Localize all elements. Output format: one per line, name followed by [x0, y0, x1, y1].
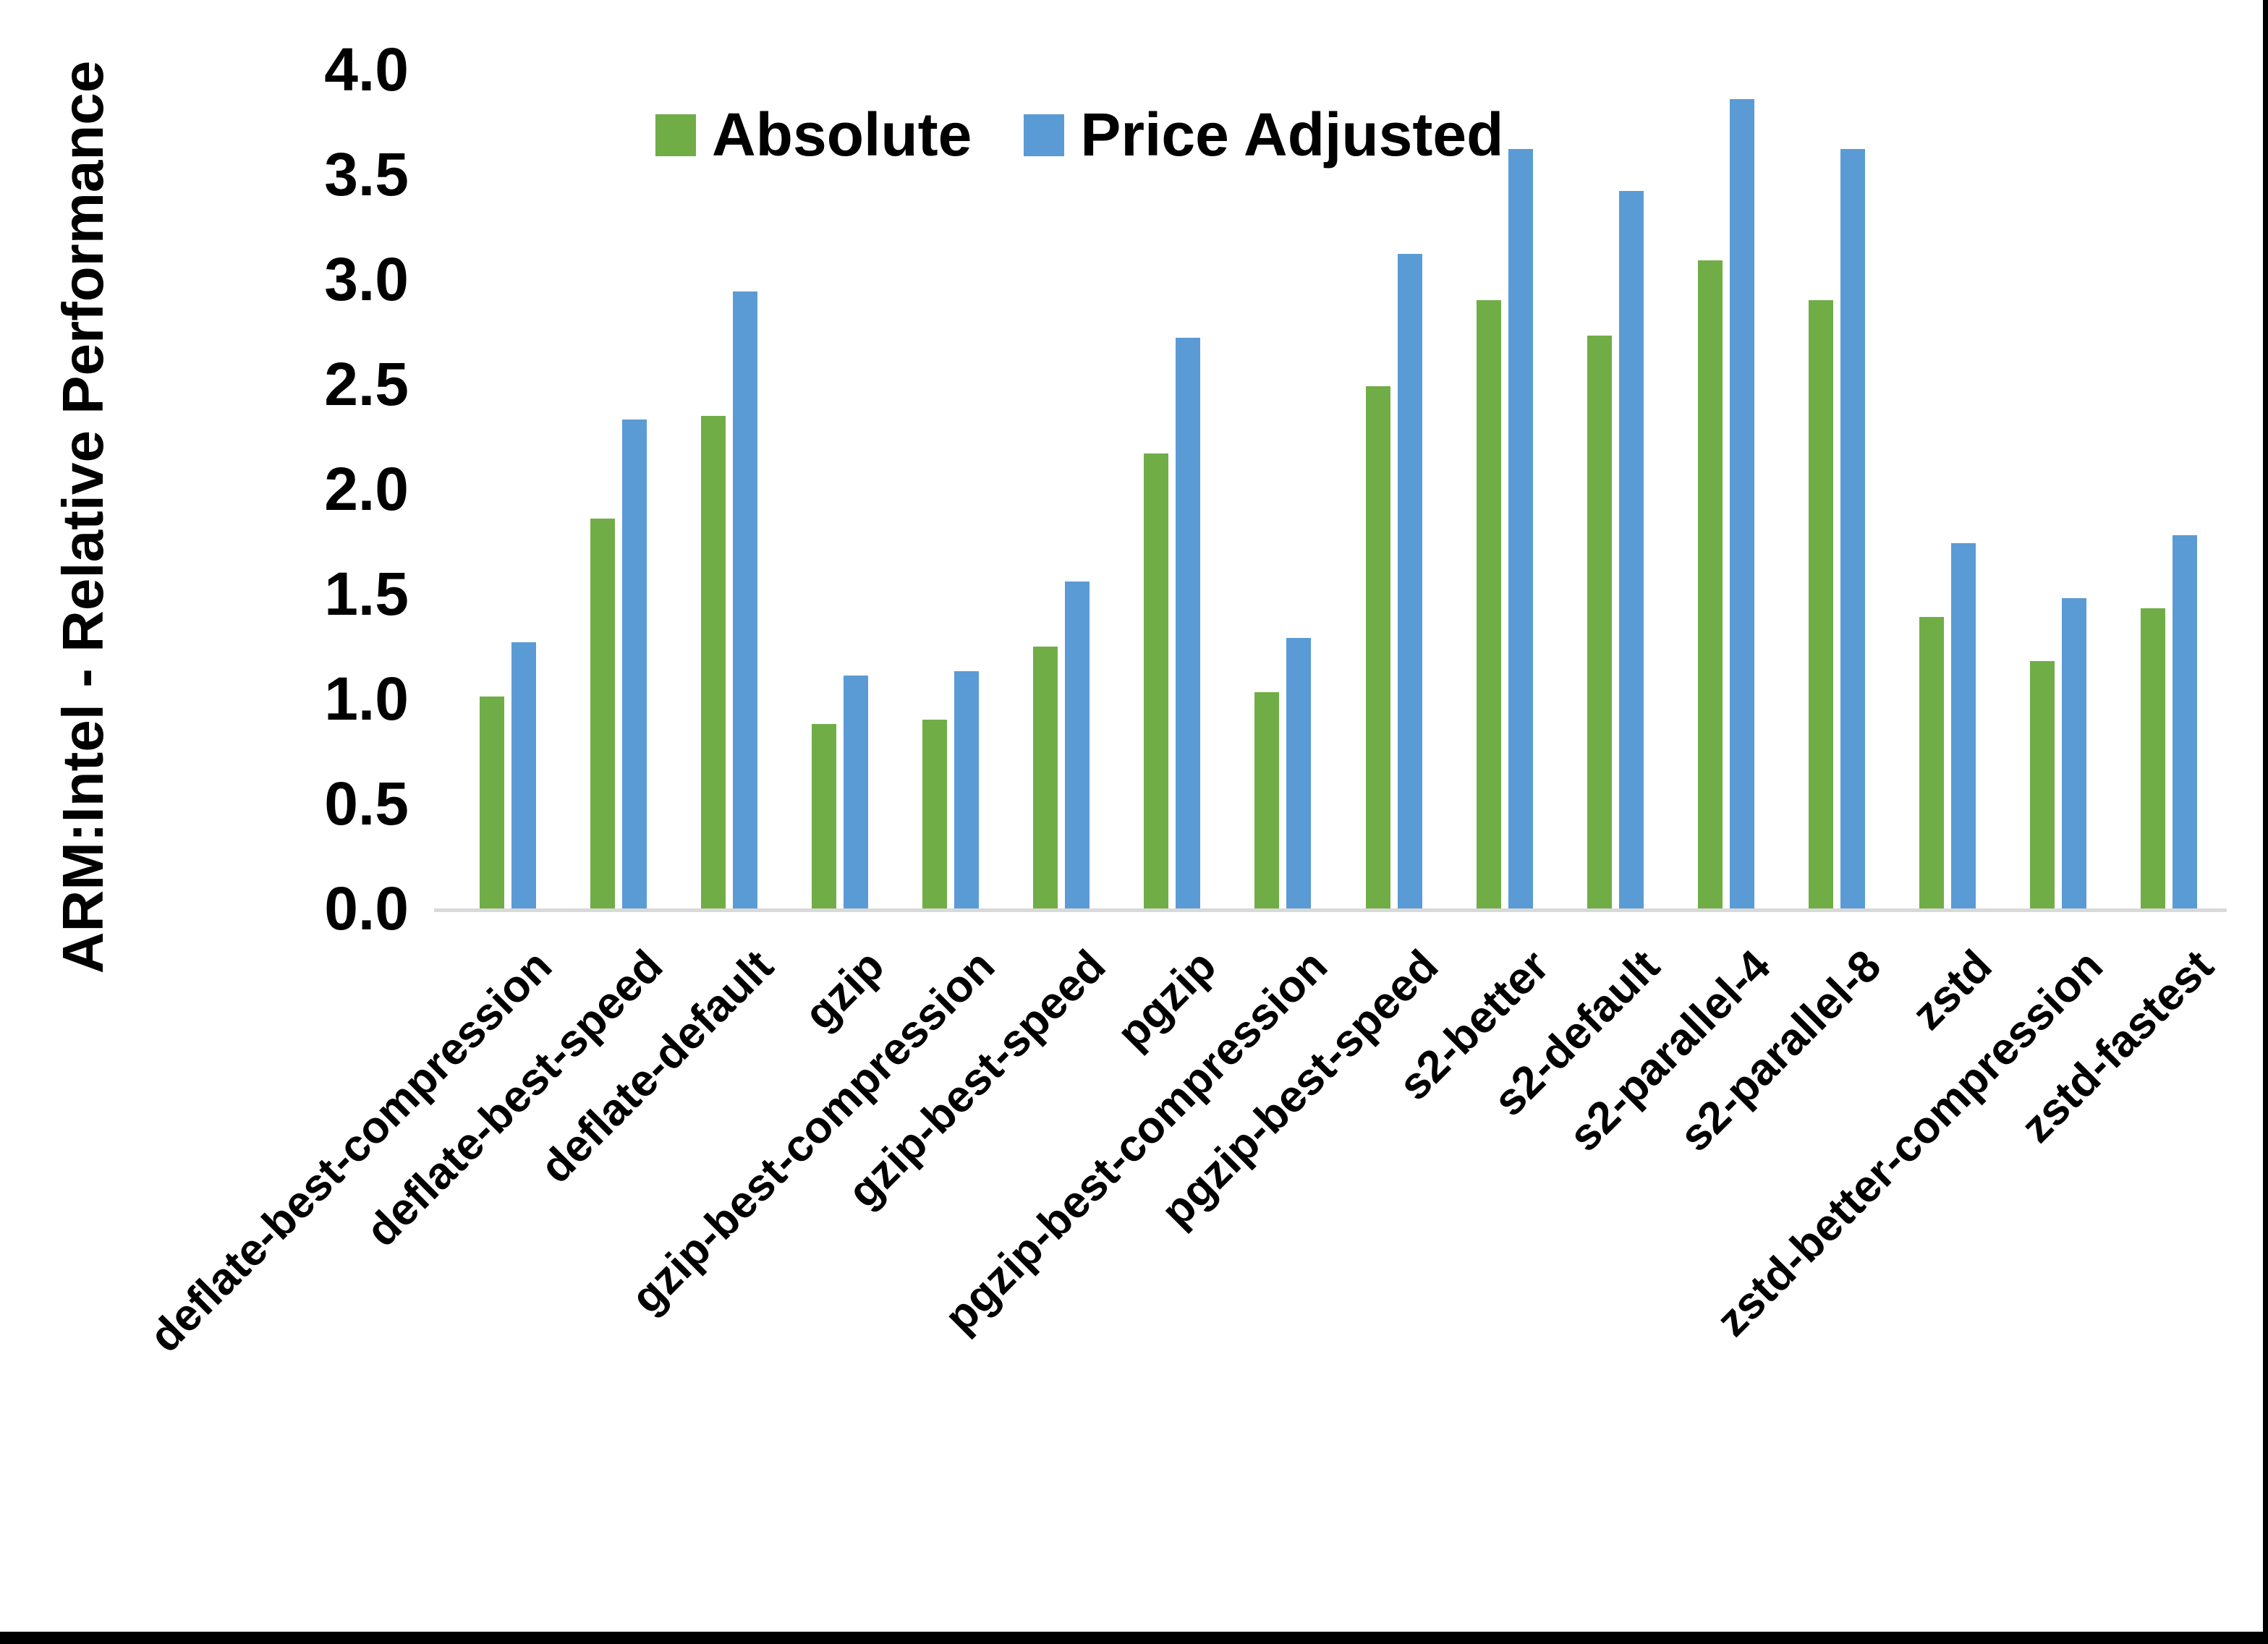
right-edge-border [2263, 0, 2268, 1644]
bar-absolute [479, 697, 504, 908]
y-tick-label: 0.5 [324, 770, 409, 838]
bar-group-gzip-best-speed [1006, 69, 1117, 908]
bar-price-adjusted [1065, 581, 1090, 908]
bar-group-s2-parallel-8 [1782, 69, 1893, 908]
bar-group-s2-default [1560, 69, 1670, 908]
bar-price-adjusted [1729, 98, 1754, 908]
bar-price-adjusted [1397, 254, 1422, 908]
bar-absolute [2141, 608, 2166, 908]
bar-group-pgzip [1117, 69, 1228, 908]
legend-swatch-absolute [655, 114, 696, 156]
bar-price-adjusted [954, 671, 980, 908]
bar-group-gzip [784, 69, 895, 908]
bar-price-adjusted [2062, 597, 2087, 908]
bar-group-deflate-default [674, 69, 784, 908]
bar-price-adjusted [843, 676, 868, 908]
y-axis-tick-labels: 4.0 3.5 3.0 2.5 2.0 1.5 1.0 0.5 0.0 [0, 35, 409, 942]
legend-item-price-adjusted: Price Adjusted [1024, 100, 1503, 170]
bar-price-adjusted [1618, 191, 1644, 908]
bar-absolute [590, 518, 615, 908]
y-tick-label: 0.0 [324, 874, 409, 942]
bar-absolute [1919, 616, 1945, 908]
legend-label: Price Adjusted [1080, 101, 1504, 169]
bar-absolute [700, 415, 726, 908]
bar-price-adjusted [732, 291, 757, 908]
bar-price-adjusted [621, 419, 647, 908]
bar-price-adjusted [511, 642, 536, 908]
bar-group-gzip-best-compression [896, 69, 1006, 908]
chart-legend: Absolute Price Adjusted [655, 100, 1503, 170]
x-axis-line [434, 908, 2227, 912]
bottom-edge-border [0, 1632, 2268, 1644]
bar-absolute [1144, 453, 1169, 908]
bar-price-adjusted [1951, 543, 1976, 908]
bar-absolute [922, 720, 948, 908]
bar-absolute [2030, 660, 2055, 908]
y-tick-label: 1.5 [324, 560, 409, 628]
bar-group-s2-parallel-4 [1670, 69, 1781, 908]
bars-layer [452, 69, 2225, 908]
bar-absolute [1809, 300, 1834, 908]
bar-price-adjusted [2173, 534, 2198, 908]
bar-group-s2-better [1449, 69, 1560, 908]
bar-group-pgzip-best-compression [1228, 69, 1338, 908]
bar-group-zstd-fastest [2114, 69, 2225, 908]
y-tick-label: 3.0 [324, 245, 409, 313]
y-tick-label: 3.5 [324, 140, 409, 208]
bar-group-zstd-better-compression [2003, 69, 2114, 908]
y-tick-label: 2.5 [324, 350, 409, 418]
y-tick-label: 2.0 [324, 455, 409, 523]
bar-price-adjusted [1508, 149, 1533, 908]
bar-absolute [811, 723, 836, 908]
x-category-label: gzip [794, 940, 894, 1040]
bar-group-deflate-best-compression [452, 69, 563, 908]
x-axis-category-labels: deflate-best-compression deflate-best-spe… [140, 940, 2225, 1591]
y-tick-label: 4.0 [324, 35, 409, 103]
bar-absolute [1587, 336, 1612, 908]
x-category-label: zstd [1903, 940, 2002, 1040]
bar-group-pgzip-best-speed [1338, 69, 1449, 908]
bar-absolute [1365, 386, 1390, 908]
bar-group-deflate-best-speed [563, 69, 674, 908]
bar-group-zstd [1893, 69, 2003, 908]
bar-price-adjusted [1840, 149, 1866, 908]
bar-absolute [1697, 260, 1723, 908]
legend-swatch-price-adjusted [1024, 114, 1065, 156]
bar-absolute [1254, 692, 1280, 908]
legend-label: Absolute [712, 101, 972, 169]
bar-absolute [1476, 300, 1501, 908]
legend-item-absolute: Absolute [655, 100, 972, 170]
bar-absolute [1033, 646, 1058, 908]
bar-price-adjusted [1286, 637, 1312, 908]
y-tick-label: 1.0 [324, 665, 409, 733]
bar-price-adjusted [1176, 338, 1201, 908]
plot-area [452, 69, 2225, 908]
x-category-label: deflate-best-compression [140, 940, 562, 1363]
